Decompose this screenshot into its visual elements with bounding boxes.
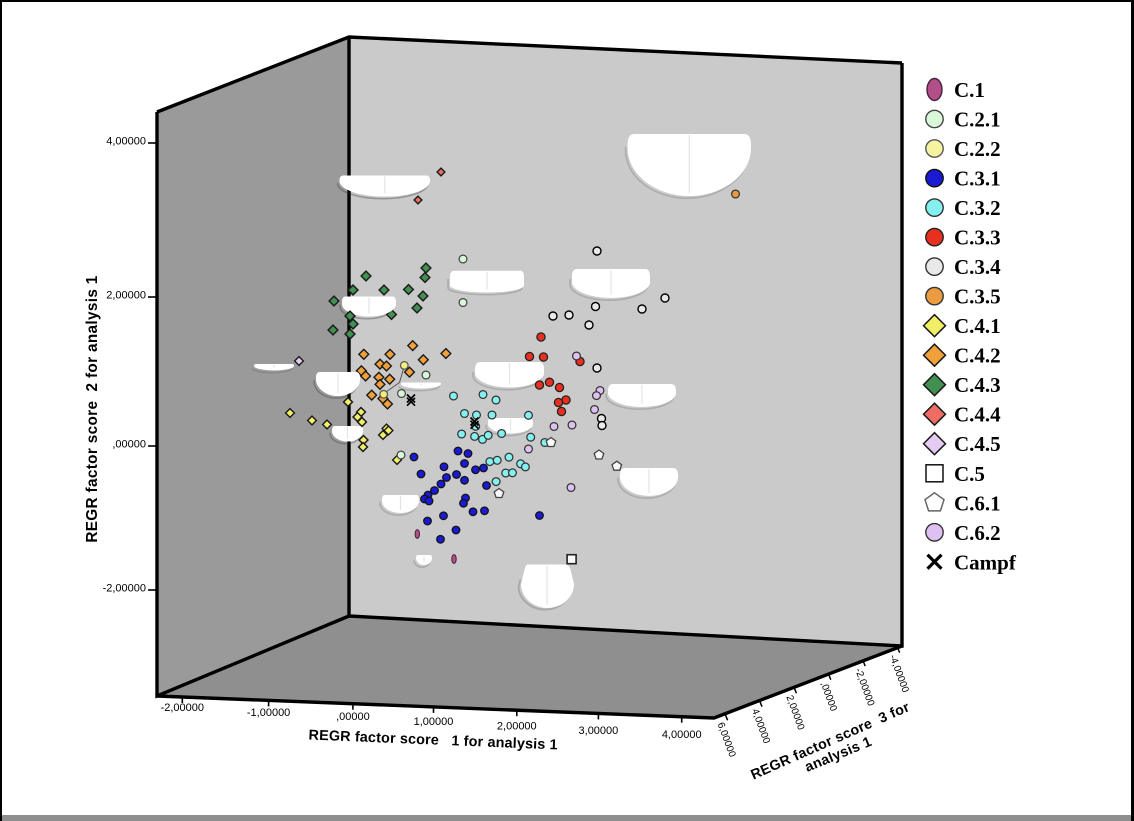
- svg-text:4,00000: 4,00000: [662, 729, 702, 741]
- svg-text:,00000: ,00000: [112, 439, 146, 451]
- svg-text:C.2.2: C.2.2: [954, 137, 1001, 161]
- svg-text:-2,00000: -2,00000: [103, 583, 146, 595]
- svg-text:C.2.1: C.2.1: [954, 108, 1001, 132]
- svg-text:1,00000: 1,00000: [414, 716, 454, 728]
- svg-text:,00000: ,00000: [336, 711, 370, 723]
- svg-text:C.3.5: C.3.5: [954, 285, 1001, 309]
- svg-text:C.4.1: C.4.1: [954, 314, 1001, 338]
- svg-text:C.4.3: C.4.3: [954, 373, 1001, 397]
- svg-text:C.4.4: C.4.4: [954, 403, 1001, 427]
- svg-text:C.3.1: C.3.1: [954, 167, 1001, 191]
- svg-text:C.3.2: C.3.2: [954, 196, 1001, 220]
- svg-text:3,00000: 3,00000: [579, 725, 619, 737]
- svg-text:4,00000: 4,00000: [106, 136, 146, 148]
- svg-text:Campf: Campf: [954, 550, 1017, 574]
- svg-text:C.4.2: C.4.2: [954, 344, 1001, 368]
- svg-text:-1,00000: -1,00000: [247, 707, 290, 719]
- svg-text:C.6.2: C.6.2: [954, 521, 1001, 545]
- svg-text:2,00000: 2,00000: [497, 720, 537, 732]
- svg-text:2,00000: 2,00000: [106, 290, 146, 302]
- svg-text:C.3.3: C.3.3: [954, 226, 1001, 250]
- svg-text:C.3.4: C.3.4: [954, 255, 1001, 279]
- svg-text:C.5: C.5: [954, 462, 985, 486]
- svg-text:C.6.1: C.6.1: [954, 491, 1001, 515]
- svg-text:-2,00000: -2,00000: [161, 702, 204, 714]
- svg-text:C.4.5: C.4.5: [954, 432, 1001, 456]
- svg-text:C.1: C.1: [954, 78, 985, 102]
- svg-text:REGR factor score 2 for analy: REGR factor score 2 for analysis 1: [84, 275, 101, 542]
